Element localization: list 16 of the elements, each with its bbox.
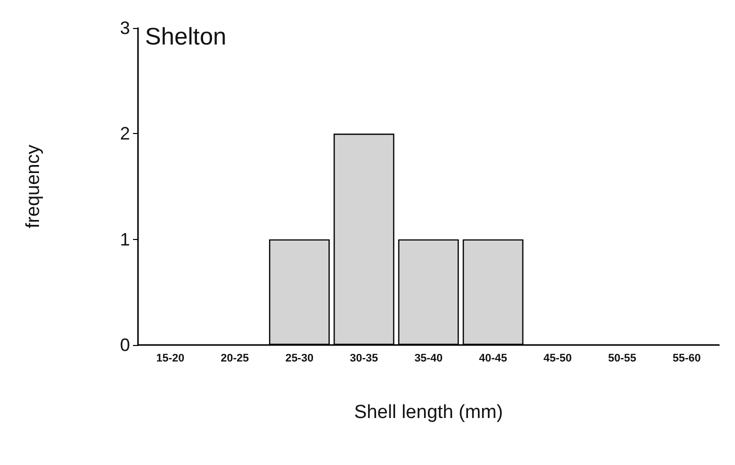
x-tick-label: 20-25 — [220, 352, 249, 364]
x-tick-label: 40-45 — [478, 352, 508, 364]
y-tick-label: 2 — [120, 124, 130, 144]
y-axis-title: frequency — [23, 144, 44, 228]
x-tick-label: 55-60 — [672, 352, 701, 364]
x-tick-label: 15-20 — [156, 352, 184, 364]
x-tick-label: 45-50 — [544, 352, 572, 364]
x-axis-title: Shell length (mm) — [354, 402, 503, 423]
y-tick-label: 3 — [120, 18, 130, 38]
x-tick-label: 35-40 — [414, 352, 443, 364]
chart-title: Shelton — [145, 24, 226, 50]
y-tick-label: 1 — [120, 229, 130, 250]
x-tick-label: 25-30 — [285, 352, 314, 364]
x-tick-label: 30-35 — [350, 352, 378, 364]
y-tick-label: 0 — [120, 335, 130, 355]
x-tick-label: 50-55 — [608, 352, 636, 364]
